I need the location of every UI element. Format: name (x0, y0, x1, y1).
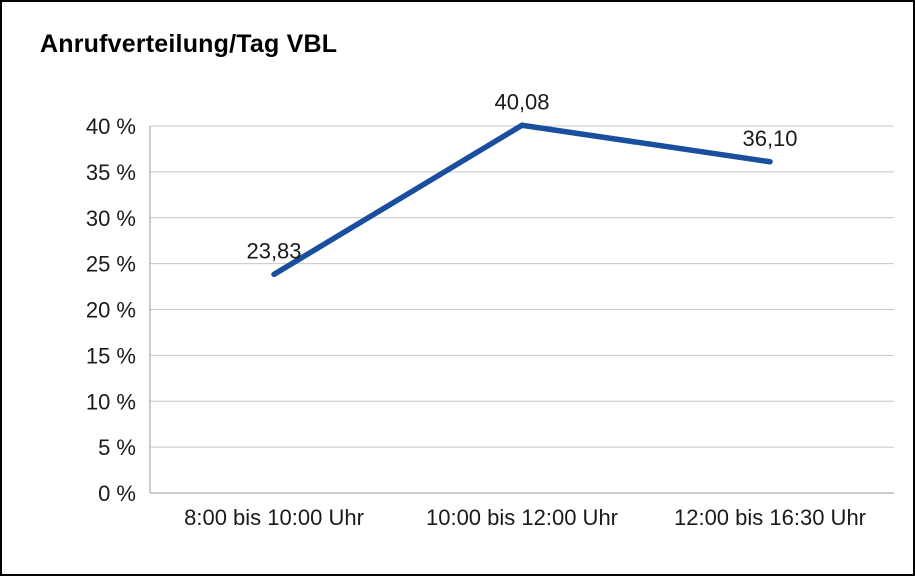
x-tick-label: 10:00 bis 12:00 Uhr (426, 505, 618, 530)
data-line (271, 122, 773, 278)
data-point-label: 23,83 (246, 238, 301, 263)
x-tick-label: 12:00 bis 16:30 Uhr (674, 505, 866, 530)
y-tick-label: 15 % (86, 343, 136, 368)
chart-title: Anrufverteilung/Tag VBL (40, 30, 338, 58)
data-point-label: 36,10 (742, 126, 797, 151)
y-tick-label: 30 % (86, 206, 136, 231)
y-tick-label: 5 % (98, 435, 136, 460)
x-tick-label: 8:00 bis 10:00 Uhr (184, 505, 364, 530)
y-tick-label: 0 % (98, 481, 136, 506)
data-point-label: 40,08 (494, 89, 549, 114)
y-tick-label: 40 % (86, 114, 136, 139)
y-tick-label: 35 % (86, 160, 136, 185)
y-tick-label: 20 % (86, 298, 136, 323)
y-tick-label: 25 % (86, 252, 136, 277)
y-tick-label: 10 % (86, 389, 136, 414)
